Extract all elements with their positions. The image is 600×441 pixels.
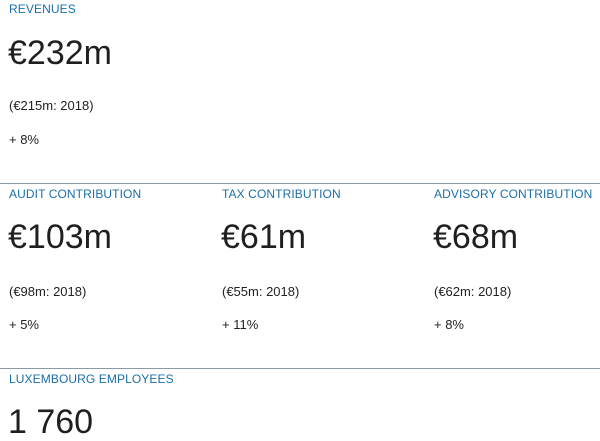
audit-change: + 5% — [9, 317, 39, 332]
revenues-section: REVENUES — [9, 2, 76, 16]
advisory-change: + 8% — [434, 317, 464, 332]
advisory-value: €68m — [433, 218, 519, 256]
divider-2 — [0, 368, 600, 369]
advisory-prior: (€62m: 2018) — [434, 284, 512, 299]
revenues-value: €232m — [8, 34, 112, 72]
audit-value: €103m — [8, 218, 112, 256]
tax-change: + 11% — [222, 317, 259, 332]
audit-prior: (€98m: 2018) — [9, 284, 87, 299]
divider-1 — [0, 183, 600, 184]
employees-value: 1 760 — [8, 403, 94, 441]
tax-prior: (€55m: 2018) — [222, 284, 300, 299]
tax-value: €61m — [221, 218, 307, 256]
revenues-label: REVENUES — [9, 2, 76, 16]
employees-label: LUXEMBOURG EMPLOYEES — [9, 372, 174, 386]
revenues-change: + 8% — [9, 132, 39, 147]
revenues-prior: (€215m: 2018) — [9, 98, 94, 113]
advisory-label: ADVISORY CONTRIBUTION — [434, 187, 593, 201]
tax-label: TAX CONTRIBUTION — [222, 187, 341, 201]
audit-label: AUDIT CONTRIBUTION — [9, 187, 142, 201]
